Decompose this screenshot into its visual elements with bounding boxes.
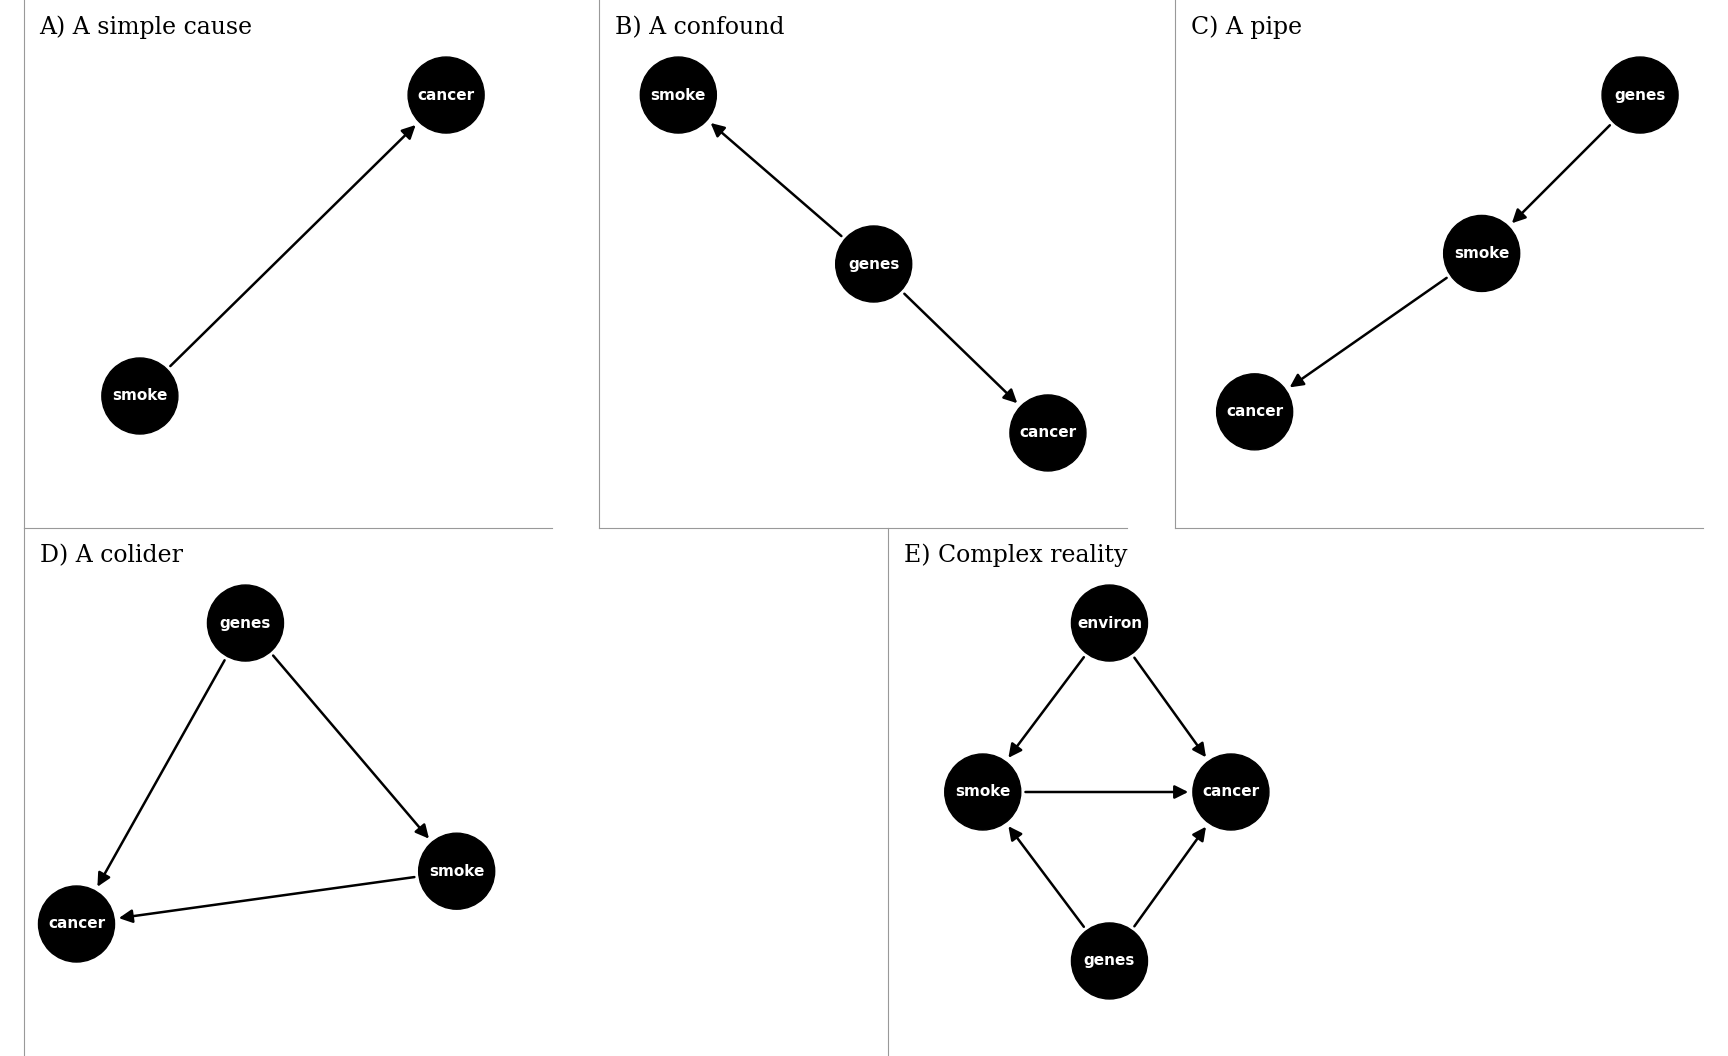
Text: A) A simple cause: A) A simple cause bbox=[40, 16, 252, 39]
Text: cancer: cancer bbox=[1203, 785, 1260, 799]
Text: genes: genes bbox=[1614, 88, 1666, 102]
Text: environ: environ bbox=[1077, 616, 1142, 630]
Text: smoke: smoke bbox=[956, 785, 1011, 799]
Text: D) A colider: D) A colider bbox=[40, 544, 183, 567]
Circle shape bbox=[418, 833, 494, 909]
Text: genes: genes bbox=[848, 257, 899, 271]
Circle shape bbox=[102, 358, 178, 434]
Text: smoke: smoke bbox=[112, 389, 168, 403]
Text: genes: genes bbox=[219, 616, 271, 630]
Text: cancer: cancer bbox=[1227, 404, 1284, 419]
Text: smoke: smoke bbox=[429, 864, 484, 879]
Text: E) Complex reality: E) Complex reality bbox=[904, 544, 1127, 567]
Text: genes: genes bbox=[1083, 954, 1135, 968]
Circle shape bbox=[1071, 923, 1147, 999]
Text: smoke: smoke bbox=[1453, 246, 1509, 261]
Circle shape bbox=[1071, 585, 1147, 661]
Circle shape bbox=[641, 57, 717, 133]
Circle shape bbox=[207, 585, 283, 661]
Circle shape bbox=[1192, 754, 1268, 830]
Text: C) A pipe: C) A pipe bbox=[1191, 16, 1303, 39]
Text: cancer: cancer bbox=[48, 917, 105, 931]
Circle shape bbox=[1217, 374, 1293, 450]
Text: B) A confound: B) A confound bbox=[615, 16, 785, 39]
Circle shape bbox=[1602, 57, 1678, 133]
Text: cancer: cancer bbox=[1020, 426, 1077, 440]
Circle shape bbox=[408, 57, 484, 133]
Circle shape bbox=[38, 886, 114, 962]
Text: smoke: smoke bbox=[651, 88, 707, 102]
Text: cancer: cancer bbox=[418, 88, 475, 102]
Circle shape bbox=[945, 754, 1021, 830]
Circle shape bbox=[1443, 215, 1519, 291]
Circle shape bbox=[1009, 395, 1085, 471]
Circle shape bbox=[836, 226, 912, 302]
